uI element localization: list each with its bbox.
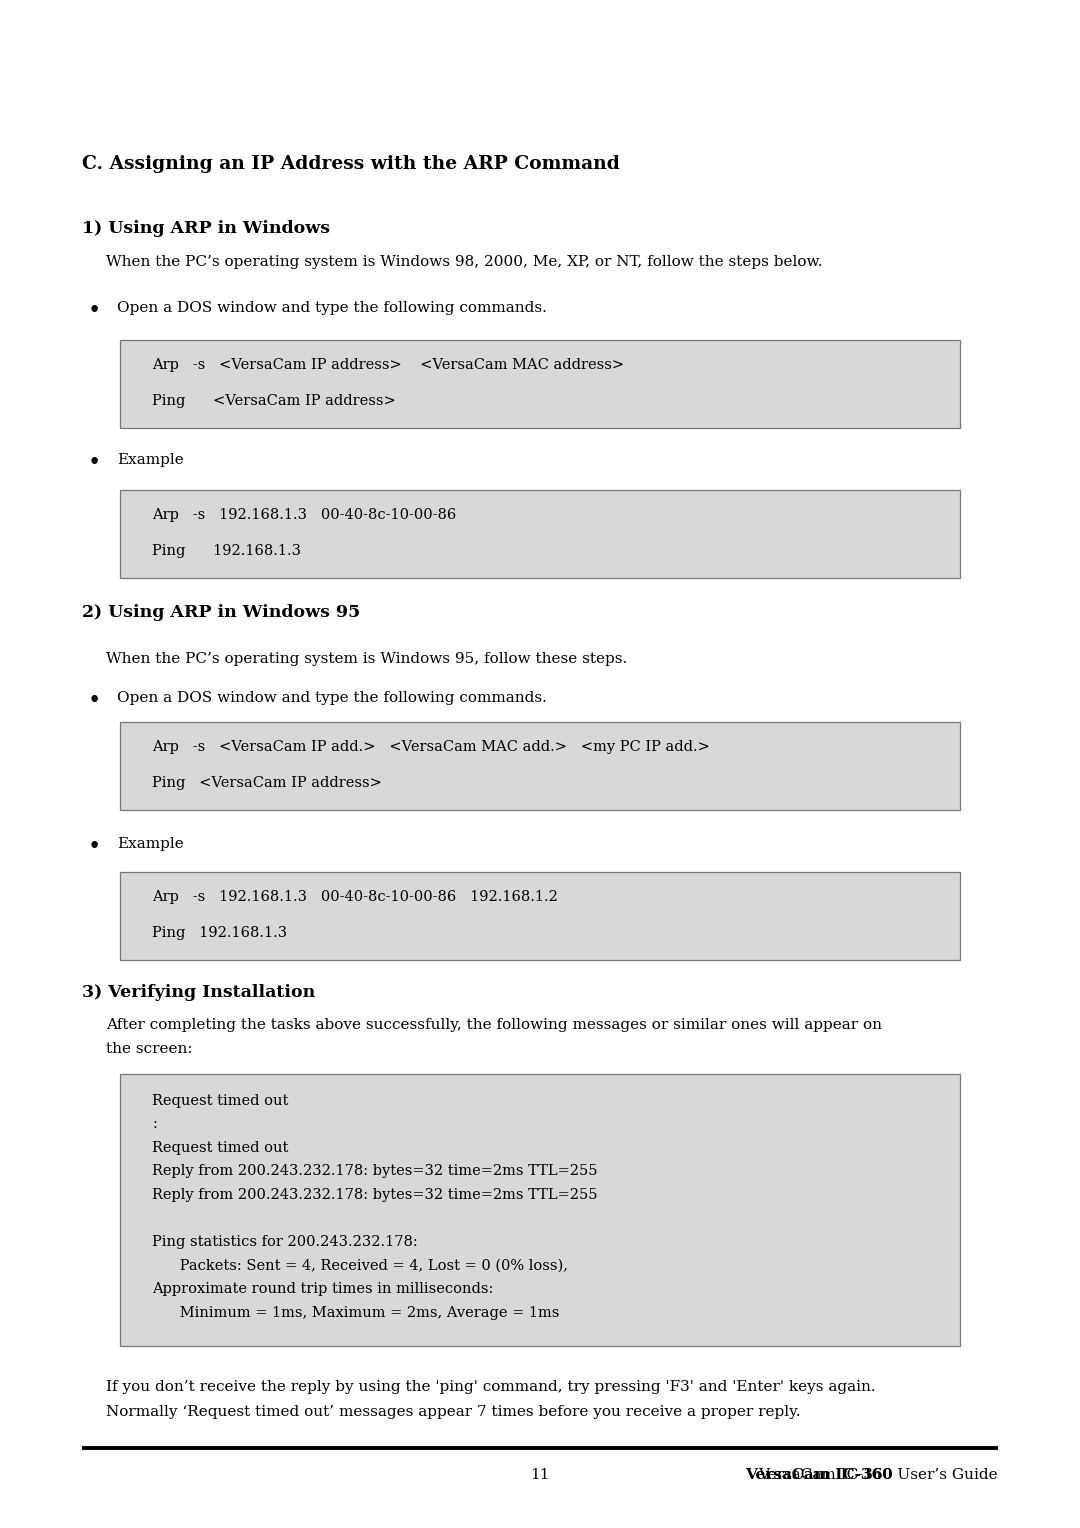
- Text: 11: 11: [530, 1468, 550, 1482]
- Text: 2) Using ARP in Windows 95: 2) Using ARP in Windows 95: [82, 604, 361, 620]
- Text: •: •: [87, 299, 102, 322]
- Text: Approximate round trip times in milliseconds:: Approximate round trip times in millisec…: [152, 1282, 494, 1296]
- Text: Minimum = 1ms, Maximum = 2ms, Average = 1ms: Minimum = 1ms, Maximum = 2ms, Average = …: [152, 1305, 559, 1320]
- Text: Normally ‘Request timed out’ messages appear 7 times before you receive a proper: Normally ‘Request timed out’ messages ap…: [106, 1406, 800, 1420]
- FancyBboxPatch shape: [120, 490, 960, 578]
- Text: :: :: [152, 1117, 157, 1132]
- Text: Ping   192.168.1.3: Ping 192.168.1.3: [152, 926, 287, 940]
- Text: Reply from 200.243.232.178: bytes=32 time=2ms TTL=255: Reply from 200.243.232.178: bytes=32 tim…: [152, 1187, 597, 1203]
- Text: Ping      <VersaCam IP address>: Ping <VersaCam IP address>: [152, 394, 395, 408]
- Text: 3) Verifying Installation: 3) Verifying Installation: [82, 984, 315, 1001]
- Text: Request timed out: Request timed out: [152, 1141, 288, 1155]
- FancyBboxPatch shape: [120, 1074, 960, 1346]
- Text: •: •: [87, 691, 102, 712]
- Text: Ping statistics for 200.243.232.178:: Ping statistics for 200.243.232.178:: [152, 1235, 418, 1248]
- Text: VersaCam IC-360 User’s Guide: VersaCam IC-360 User’s Guide: [758, 1468, 998, 1482]
- Text: Arp   -s   192.168.1.3   00-40-8c-10-00-86   192.168.1.2: Arp -s 192.168.1.3 00-40-8c-10-00-86 192…: [152, 889, 558, 905]
- Text: 1) Using ARP in Windows: 1) Using ARP in Windows: [82, 220, 330, 237]
- Text: Example: Example: [117, 837, 184, 851]
- Text: •: •: [87, 452, 102, 474]
- Text: Arp   -s   <VersaCam IP add.>   <VersaCam MAC add.>   <my PC IP add.>: Arp -s <VersaCam IP add.> <VersaCam MAC …: [152, 740, 710, 753]
- Text: When the PC’s operating system is Windows 98, 2000, Me, XP, or NT, follow the st: When the PC’s operating system is Window…: [106, 255, 823, 269]
- Text: After completing the tasks above successfully, the following messages or similar: After completing the tasks above success…: [106, 1018, 882, 1031]
- Text: User’s Guide: User’s Guide: [0, 1468, 105, 1482]
- Text: Open a DOS window and type the following commands.: Open a DOS window and type the following…: [117, 691, 546, 704]
- Text: the screen:: the screen:: [106, 1042, 192, 1056]
- Text: Packets: Sent = 4, Received = 4, Lost = 0 (0% loss),: Packets: Sent = 4, Received = 4, Lost = …: [152, 1259, 568, 1273]
- Text: VersaCam IC-360: VersaCam IC-360: [745, 1468, 893, 1482]
- Text: C. Assigning an IP Address with the ARP Command: C. Assigning an IP Address with the ARP …: [82, 154, 620, 173]
- Text: Ping      192.168.1.3: Ping 192.168.1.3: [152, 544, 301, 558]
- Text: Reply from 200.243.232.178: bytes=32 time=2ms TTL=255: Reply from 200.243.232.178: bytes=32 tim…: [152, 1164, 597, 1178]
- FancyBboxPatch shape: [120, 723, 960, 810]
- Text: Arp   -s   <VersaCam IP address>    <VersaCam MAC address>: Arp -s <VersaCam IP address> <VersaCam M…: [152, 358, 624, 371]
- Text: •: •: [87, 836, 102, 859]
- FancyBboxPatch shape: [120, 341, 960, 428]
- Text: Example: Example: [117, 452, 184, 468]
- Text: If you don’t receive the reply by using the 'ping' command, try pressing 'F3' an: If you don’t receive the reply by using …: [106, 1380, 876, 1394]
- FancyBboxPatch shape: [120, 872, 960, 960]
- Text: VersaCam IC-360 User’s Guide: VersaCam IC-360 User’s Guide: [758, 1468, 998, 1482]
- Text: Ping   <VersaCam IP address>: Ping <VersaCam IP address>: [152, 776, 382, 790]
- Text: Arp   -s   192.168.1.3   00-40-8c-10-00-86: Arp -s 192.168.1.3 00-40-8c-10-00-86: [152, 507, 456, 523]
- Text: When the PC’s operating system is Windows 95, follow these steps.: When the PC’s operating system is Window…: [106, 652, 627, 666]
- Text: Request timed out: Request timed out: [152, 1094, 288, 1108]
- Text: Open a DOS window and type the following commands.: Open a DOS window and type the following…: [117, 301, 546, 315]
